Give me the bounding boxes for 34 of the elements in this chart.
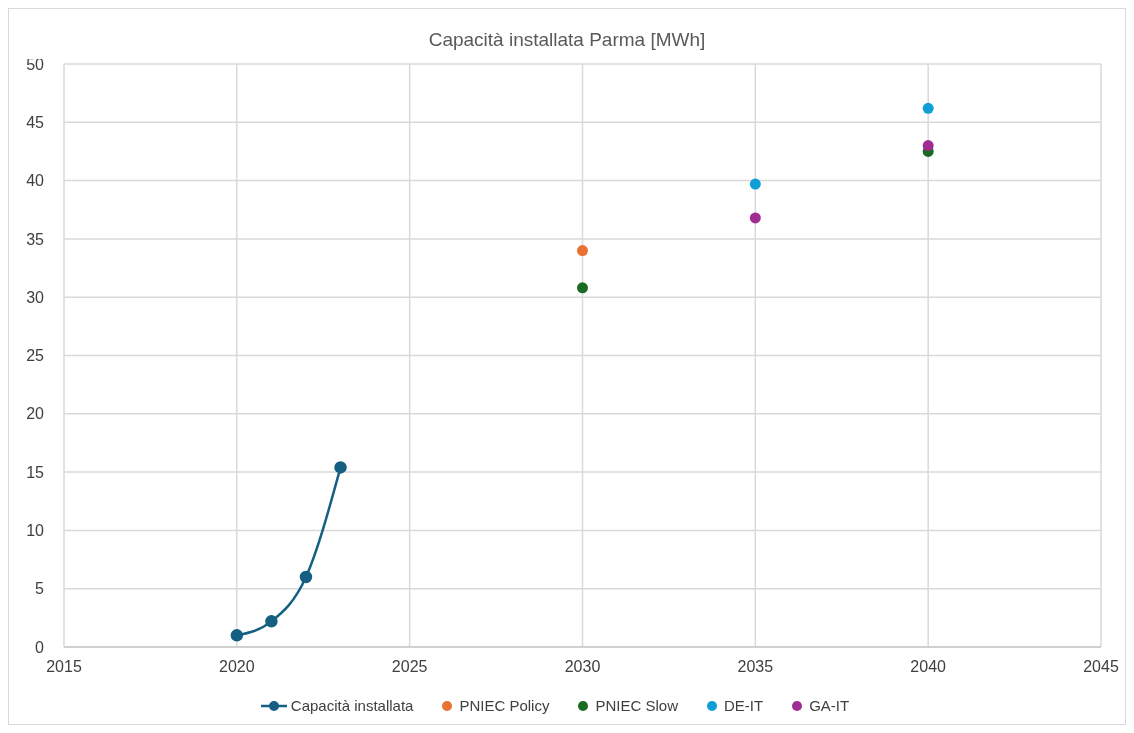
legend-label: PNIEC Slow bbox=[594, 697, 678, 714]
legend-label: DE-IT bbox=[723, 697, 764, 714]
point bbox=[749, 178, 761, 190]
y-tick-label: 5 bbox=[35, 580, 45, 598]
point bbox=[265, 615, 278, 628]
chart-title: Capacità installata Parma [MWh] bbox=[428, 29, 706, 50]
y-tick-label: 45 bbox=[26, 113, 45, 131]
point bbox=[577, 282, 588, 294]
x-tick-label: 2020 bbox=[219, 658, 255, 676]
y-tick-label: 30 bbox=[26, 288, 45, 306]
y-tick-label: 25 bbox=[26, 347, 45, 365]
point bbox=[922, 102, 934, 114]
y-tick-label: 10 bbox=[26, 522, 45, 540]
y-tick-label: 15 bbox=[26, 463, 45, 481]
y-tick-label: 0 bbox=[35, 638, 45, 656]
y-tick-label: 50 bbox=[26, 55, 45, 73]
legend-label: GA-IT bbox=[808, 697, 850, 714]
point bbox=[922, 140, 934, 152]
legend-label: PNIEC Policy bbox=[458, 697, 550, 714]
x-tick-label: 2040 bbox=[910, 658, 947, 676]
x-tick-label: 2015 bbox=[46, 658, 82, 676]
x-tick-label: 2045 bbox=[1083, 658, 1119, 676]
x-tick-label: 2035 bbox=[737, 658, 774, 676]
point bbox=[230, 629, 244, 642]
x-tick-label: 2030 bbox=[564, 658, 601, 676]
y-tick-label: 40 bbox=[26, 172, 45, 190]
point bbox=[577, 245, 588, 257]
point bbox=[334, 461, 347, 474]
x-tick-label: 2025 bbox=[391, 658, 428, 676]
y-tick-label: 35 bbox=[26, 230, 45, 248]
y-tick-label: 20 bbox=[26, 405, 45, 423]
point bbox=[299, 570, 313, 584]
legend-label: Capacità installata bbox=[289, 697, 414, 714]
point bbox=[749, 212, 761, 224]
